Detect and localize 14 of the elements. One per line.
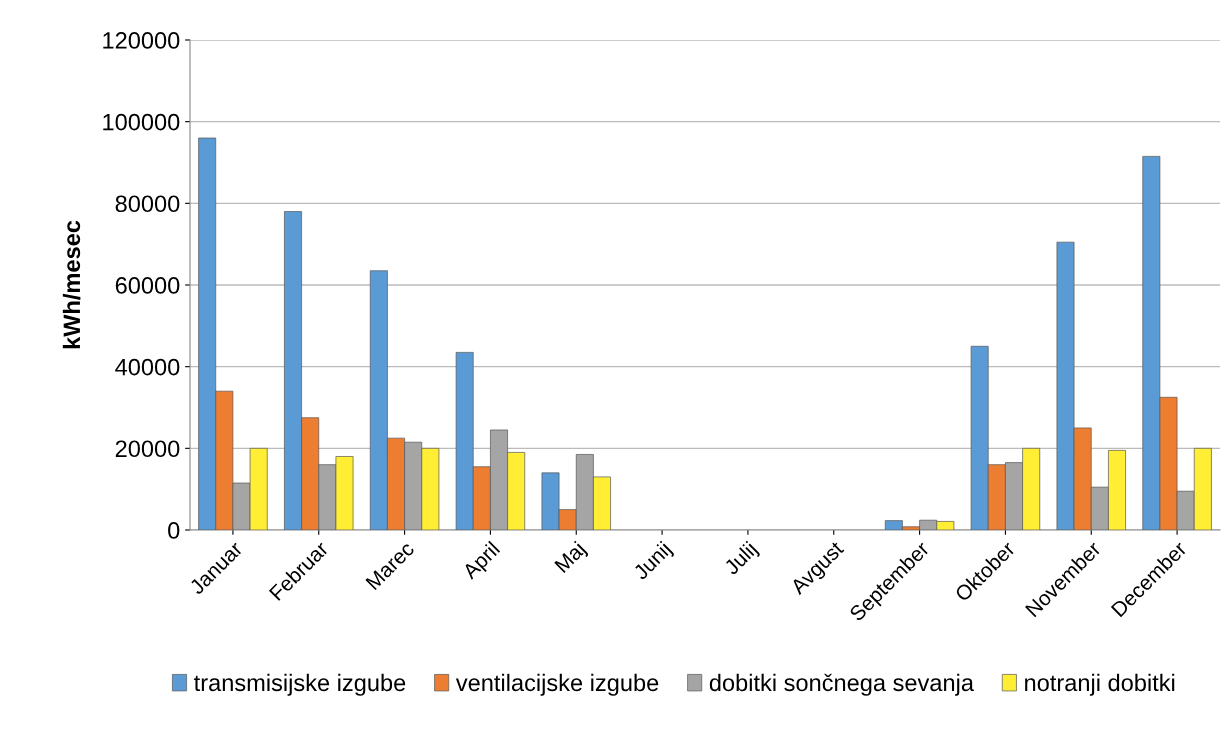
y-axis-title: kWh/mesec xyxy=(62,220,81,349)
x-tick-label: Maj xyxy=(553,540,589,576)
y-tick-label: 120000 xyxy=(103,32,180,49)
y-tick-label: 0 xyxy=(168,522,180,539)
y-tick-label: 40000 xyxy=(115,358,180,376)
y-tick-label: 20000 xyxy=(115,440,180,458)
y-tick-label: 60000 xyxy=(115,277,180,294)
x-tick-label: Julij xyxy=(722,540,761,579)
legend-label: transmisijske izgube xyxy=(194,673,406,696)
legend-label: dobitki sončnega sevanja xyxy=(709,673,974,696)
legend-label: ventilacijske izgube xyxy=(455,673,659,696)
y-tick-label: 100000 xyxy=(103,113,180,131)
y-tick-label: 80000 xyxy=(115,195,180,213)
legend-label: notranji dobitki xyxy=(1025,673,1175,696)
